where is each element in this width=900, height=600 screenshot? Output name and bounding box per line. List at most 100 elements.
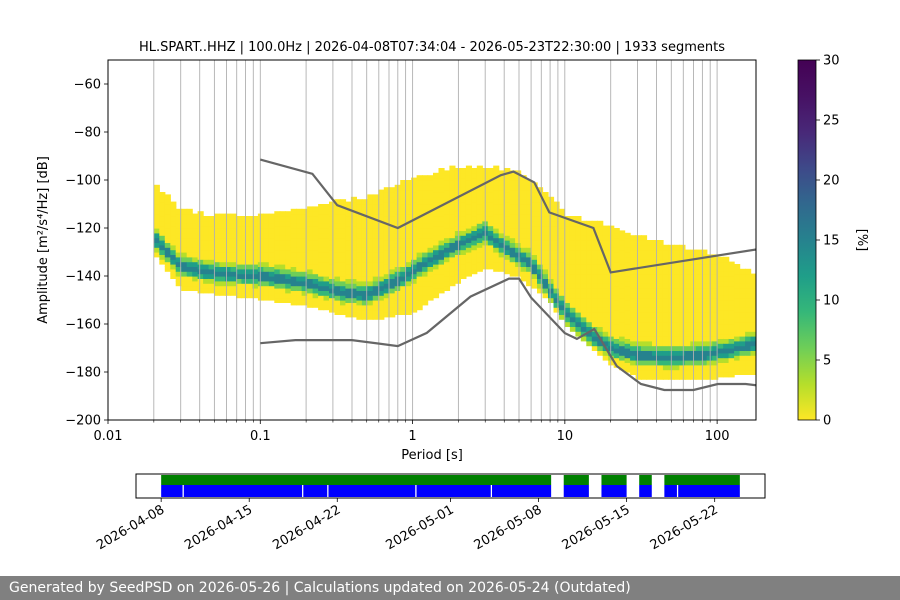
psd-cell — [241, 264, 248, 270]
psd-cell — [662, 326, 669, 332]
psd-cell — [214, 242, 221, 248]
psd-cell — [630, 259, 637, 265]
psd-cell — [230, 213, 237, 219]
psd-cell — [433, 249, 440, 255]
psd-cell — [285, 264, 292, 270]
psd-cell — [400, 271, 407, 277]
psd-cell — [345, 302, 352, 308]
psd-cell — [701, 350, 708, 356]
psd-cell — [498, 189, 505, 195]
psd-cell — [230, 237, 237, 243]
psd-cell — [422, 208, 429, 215]
psd-cell — [318, 213, 325, 219]
psd-cell — [695, 249, 702, 255]
psd-cell — [367, 223, 374, 229]
psd-cell — [274, 283, 281, 289]
psd-cell — [723, 333, 730, 339]
psd-cell — [192, 252, 199, 258]
psd-cell — [657, 283, 664, 289]
psd-cell — [361, 256, 368, 263]
psd-cell — [630, 364, 637, 371]
psd-cell — [422, 228, 429, 234]
psd-cell — [580, 326, 587, 332]
psd-cell — [712, 283, 719, 289]
psd-cell — [378, 242, 385, 248]
psd-cell — [531, 196, 538, 203]
psd-cell — [745, 336, 752, 342]
psd-cell — [646, 254, 653, 260]
psd-cell — [646, 321, 653, 327]
psd-cell — [197, 249, 204, 255]
psd-cell — [367, 232, 374, 239]
psd-cell — [537, 196, 544, 203]
psd-cell — [745, 302, 752, 308]
psd-cell — [329, 273, 336, 279]
psd-cell — [662, 345, 669, 351]
psd-cell — [367, 285, 374, 291]
psd-cell — [652, 350, 659, 356]
psd-cell — [717, 362, 724, 368]
psd-cell — [679, 345, 686, 351]
psd-cell — [279, 273, 286, 279]
psd-cell — [345, 278, 352, 284]
psd-cell — [433, 225, 440, 231]
psd-cell — [635, 249, 642, 255]
psd-cell — [487, 220, 494, 227]
psd-cell — [586, 259, 593, 265]
psd-cell — [175, 247, 182, 253]
psd-cell — [597, 283, 604, 289]
psd-cell — [416, 261, 423, 267]
psd-cell — [679, 297, 686, 303]
psd-cell — [345, 254, 352, 260]
psd-cell — [712, 321, 719, 327]
psd-cell — [323, 304, 330, 311]
psd-cell — [175, 271, 182, 277]
psd-cell — [471, 192, 478, 198]
psd-cell — [630, 312, 637, 318]
psd-cell — [591, 331, 598, 337]
psd-cell — [597, 297, 604, 303]
psd-cell — [164, 261, 171, 267]
psd-cell — [531, 240, 538, 246]
psd-cell — [411, 177, 418, 183]
psd-cell — [372, 271, 379, 277]
psd-cell — [717, 276, 724, 282]
psd-cell — [548, 235, 555, 241]
psd-cell — [170, 264, 177, 270]
psd-cell — [515, 252, 522, 258]
psd-cell — [641, 240, 648, 246]
psd-cell — [712, 273, 719, 279]
psd-cell — [214, 280, 221, 287]
psd-cell — [723, 319, 730, 325]
psd-cell — [728, 319, 735, 325]
psd-cell — [389, 302, 396, 308]
psd-cell — [361, 285, 368, 291]
psd-cell — [378, 271, 385, 277]
y-tick-label: −60 — [74, 78, 101, 93]
psd-cell — [739, 316, 746, 323]
psd-cell — [383, 297, 390, 303]
psd-cell — [422, 194, 429, 200]
psd-cell — [181, 223, 188, 229]
psd-cell — [460, 264, 467, 270]
psd-cell — [186, 285, 193, 291]
psd-cell — [383, 292, 390, 299]
psd-cell — [646, 355, 653, 361]
psd-cell — [701, 336, 708, 342]
psd-cell — [192, 261, 199, 267]
psd-cell — [580, 273, 587, 279]
psd-cell — [285, 230, 292, 236]
psd-cell — [268, 271, 275, 277]
psd-cell — [427, 237, 434, 243]
psd-cell — [476, 199, 483, 205]
psd-cell — [646, 288, 653, 294]
psd-cell — [652, 364, 659, 371]
psd-cell — [340, 247, 347, 253]
psd-cell — [400, 218, 407, 224]
psd-cell — [526, 194, 533, 200]
psd-cell — [296, 285, 303, 291]
psd-cell — [285, 220, 292, 227]
psd-cell — [208, 244, 215, 251]
footer-status: Generated by SeedPSD on 2026-05-26 | Cal… — [0, 576, 900, 600]
psd-cell — [712, 374, 719, 380]
